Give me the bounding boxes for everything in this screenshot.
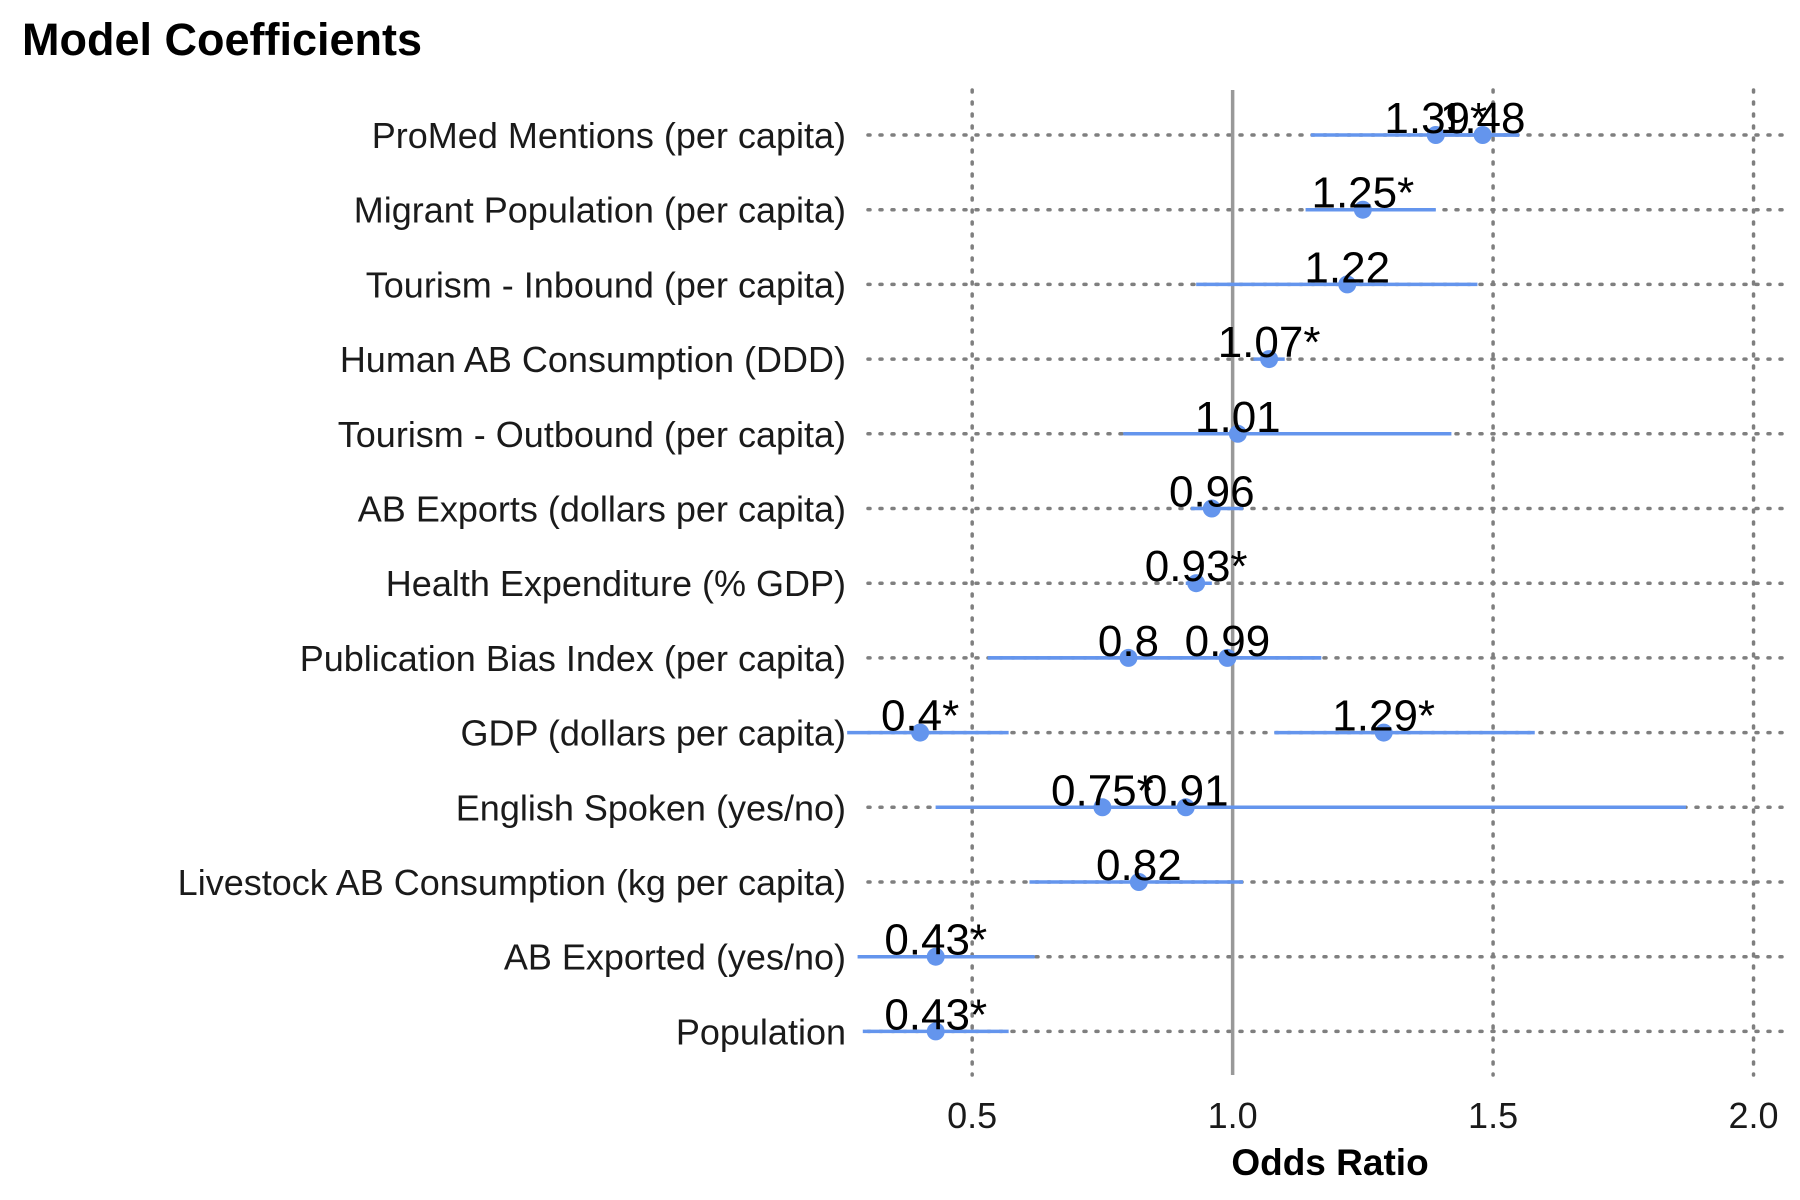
data-point [1228,424,1247,443]
data-point [1218,648,1237,667]
data-label: 0.4* [881,692,959,741]
data-point [1338,275,1357,294]
category-label: Livestock AB Consumption (kg per capita) [178,862,846,903]
x-tick-label: 2.0 [1729,1095,1779,1136]
category-label: Human AB Consumption (DDD) [340,339,846,380]
data-point [926,947,945,966]
data-label: 1.01 [1195,393,1281,442]
data-point [1176,798,1195,817]
data-label: 0.96 [1169,468,1255,517]
data-point [911,723,930,742]
data-label: 1.48 [1440,94,1526,143]
data-label: 1.22 [1304,243,1390,292]
data-label: 1.29* [1332,692,1435,741]
category-label: Health Expenditure (% GDP) [386,563,846,604]
category-label: AB Exports (dollars per capita) [358,489,846,530]
data-point [1129,873,1148,891]
chart-title: Model Coefficients [22,14,422,65]
data-point [1119,648,1138,667]
data-label: 1.25* [1311,169,1414,218]
category-label: Tourism - Inbound (per capita) [366,264,846,305]
data-label: 0.99 [1185,617,1271,666]
data-label: 0.43* [884,916,987,965]
x-tick-labels: 0.5 1.0 1.5 2.0 [947,1095,1778,1136]
data-point [1187,574,1206,593]
category-label: Migrant Population (per capita) [354,190,846,231]
data-point [1260,350,1279,369]
category-label: Population [676,1011,846,1052]
data-label: 0.75* [1051,766,1154,815]
data-label: 1.39* [1384,94,1487,143]
category-label: AB Exported (yes/no) [504,937,846,978]
data-point [1202,499,1221,518]
data-point [1374,723,1393,742]
x-tick-label: 1.5 [1468,1095,1518,1136]
category-label: Tourism - Outbound (per capita) [338,414,846,455]
category-labels: ProMed Mentions (per capita) Migrant Popu… [178,115,846,1052]
points [911,126,1492,1041]
data-point [926,1022,945,1041]
category-label: GDP (dollars per capita) [461,713,847,754]
data-label: 1.07* [1218,318,1321,367]
category-label: ProMed Mentions (per capita) [372,115,846,156]
category-label: English Spoken (yes/no) [456,787,846,828]
x-tick-label: 1.0 [1208,1095,1258,1136]
data-label: 0.91 [1143,766,1229,815]
data-labels: 1.39*1.48 1.25* 1.22 1.07* 1.01 0.96 0.93* 0.8 0… [881,94,1526,1039]
data-point [1426,126,1445,144]
x-axis-title: Odds Ratio [1231,1142,1428,1183]
data-label: 0.93* [1145,542,1248,591]
data-point [1093,798,1112,817]
data-label: 0.8 [1098,617,1159,666]
data-point [1473,126,1492,144]
data-point [1353,200,1372,219]
x-tick-label: 0.5 [947,1095,997,1136]
category-label: Publication Bias Index (per capita) [300,638,846,679]
data-label: 0.43* [884,990,987,1039]
data-label: 0.82 [1096,841,1182,890]
